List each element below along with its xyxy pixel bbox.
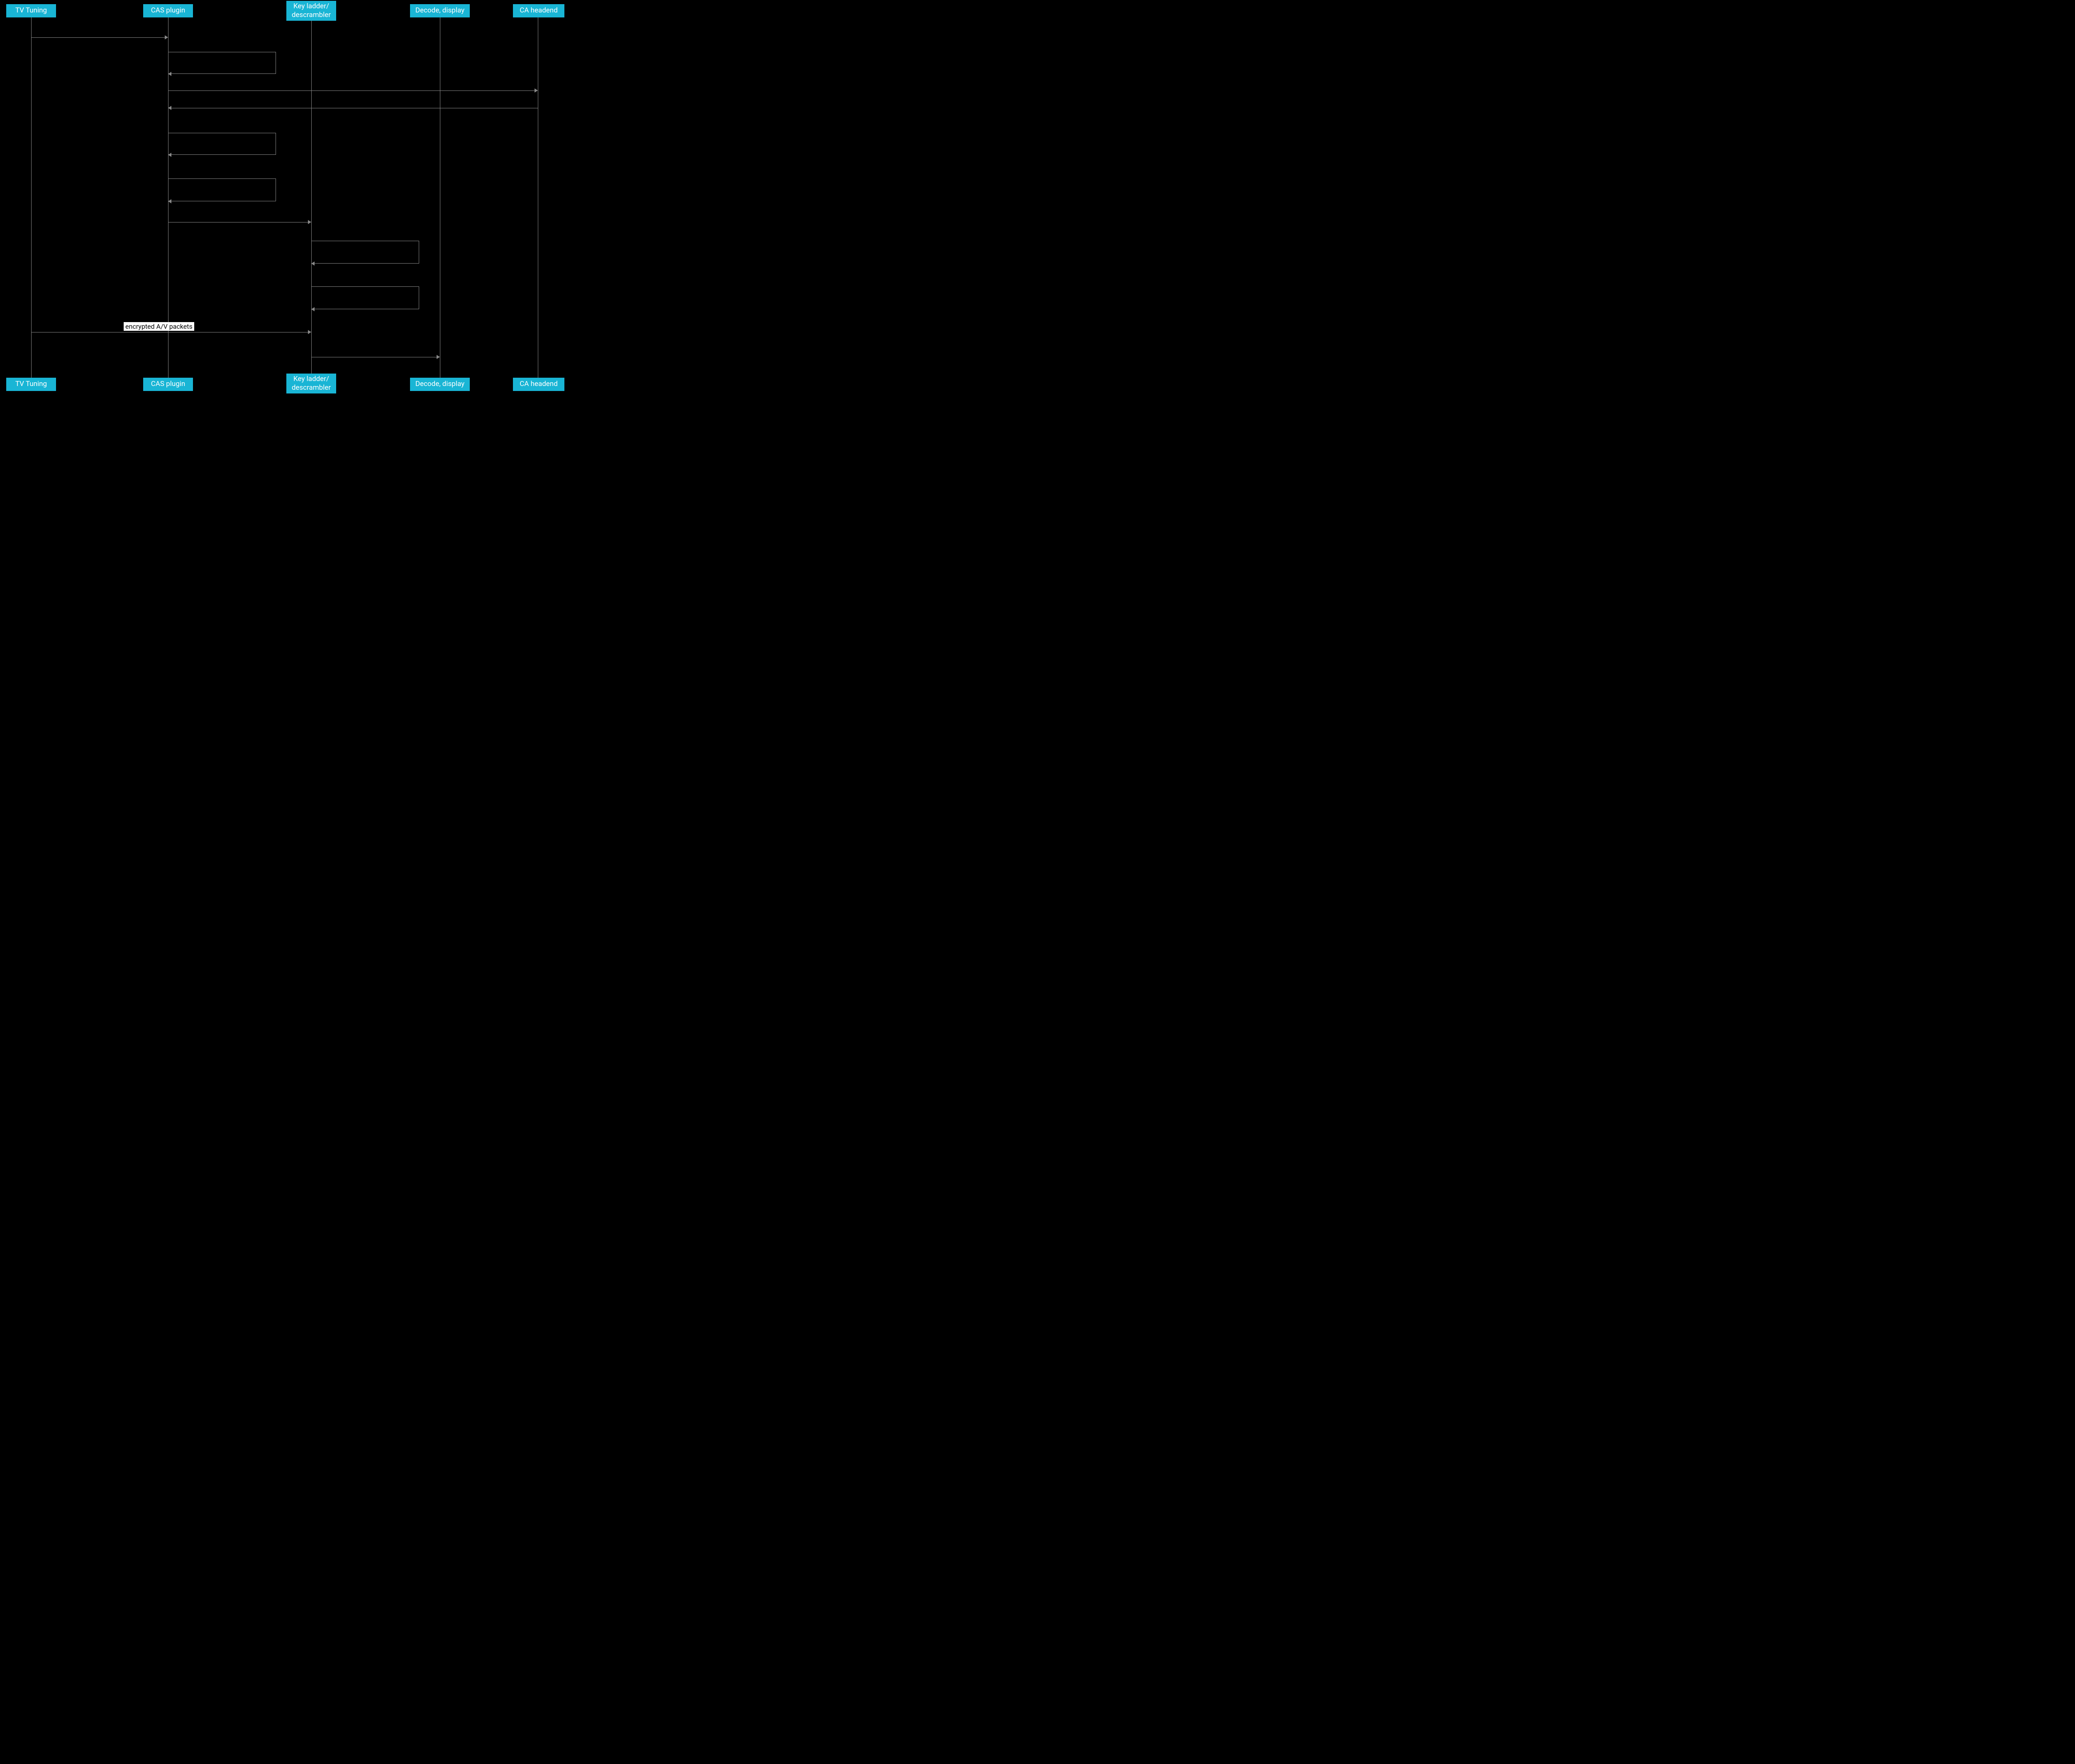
arrowhead-icon	[165, 35, 168, 39]
actor-box-key-top: Key ladder/ descrambler	[286, 1, 336, 21]
arrowhead-icon	[168, 199, 171, 203]
msg-tv-to-cas	[31, 37, 165, 38]
msg-key-self-1	[311, 241, 419, 264]
actor-label: TV Tuning	[15, 6, 47, 15]
msg-cas-self-1	[168, 52, 276, 74]
actor-box-key-bottom: Key ladder/ descrambler	[286, 374, 336, 393]
arrowhead-icon	[437, 355, 440, 359]
arrowhead-icon	[308, 220, 311, 224]
actor-box-head-bottom: CA headend	[513, 378, 564, 391]
actor-box-cas-top: CAS plugin	[143, 4, 193, 17]
actor-label: CAS plugin	[151, 380, 186, 388]
actor-box-tv-bottom: TV Tuning	[6, 378, 56, 391]
actor-label: Key ladder/ descrambler	[292, 375, 331, 393]
actor-label: Decode, display	[415, 380, 464, 388]
arrowhead-icon	[168, 72, 171, 76]
msg-key-self-2	[311, 286, 419, 309]
actor-label: TV Tuning	[15, 380, 47, 388]
actor-label: Key ladder/ descrambler	[292, 2, 331, 20]
arrowhead-icon	[311, 307, 315, 311]
arrowhead-icon	[308, 330, 311, 334]
actor-box-dec-top: Decode, display	[410, 4, 470, 17]
msg-cas-self-2	[168, 133, 276, 155]
lifeline-key	[311, 21, 312, 374]
arrowhead-icon	[168, 106, 171, 110]
actor-box-tv-top: TV Tuning	[6, 4, 56, 17]
msg-cas-self-3	[168, 178, 276, 201]
actor-box-head-top: CA headend	[513, 4, 564, 17]
actor-label: CAS plugin	[151, 6, 186, 15]
actor-label: CA headend	[520, 380, 558, 388]
arrowhead-icon	[311, 261, 315, 266]
actor-label: CA headend	[520, 6, 558, 15]
msg-label-encrypted-av: encrypted A/V packets	[124, 322, 194, 331]
arrowhead-icon	[535, 88, 538, 93]
lifeline-tv	[31, 17, 32, 378]
actor-box-dec-bottom: Decode, display	[410, 378, 470, 391]
actor-label: Decode, display	[415, 6, 464, 15]
arrowhead-icon	[168, 153, 171, 157]
actor-box-cas-bottom: CAS plugin	[143, 378, 193, 391]
msg-cas-to-head	[168, 90, 535, 91]
